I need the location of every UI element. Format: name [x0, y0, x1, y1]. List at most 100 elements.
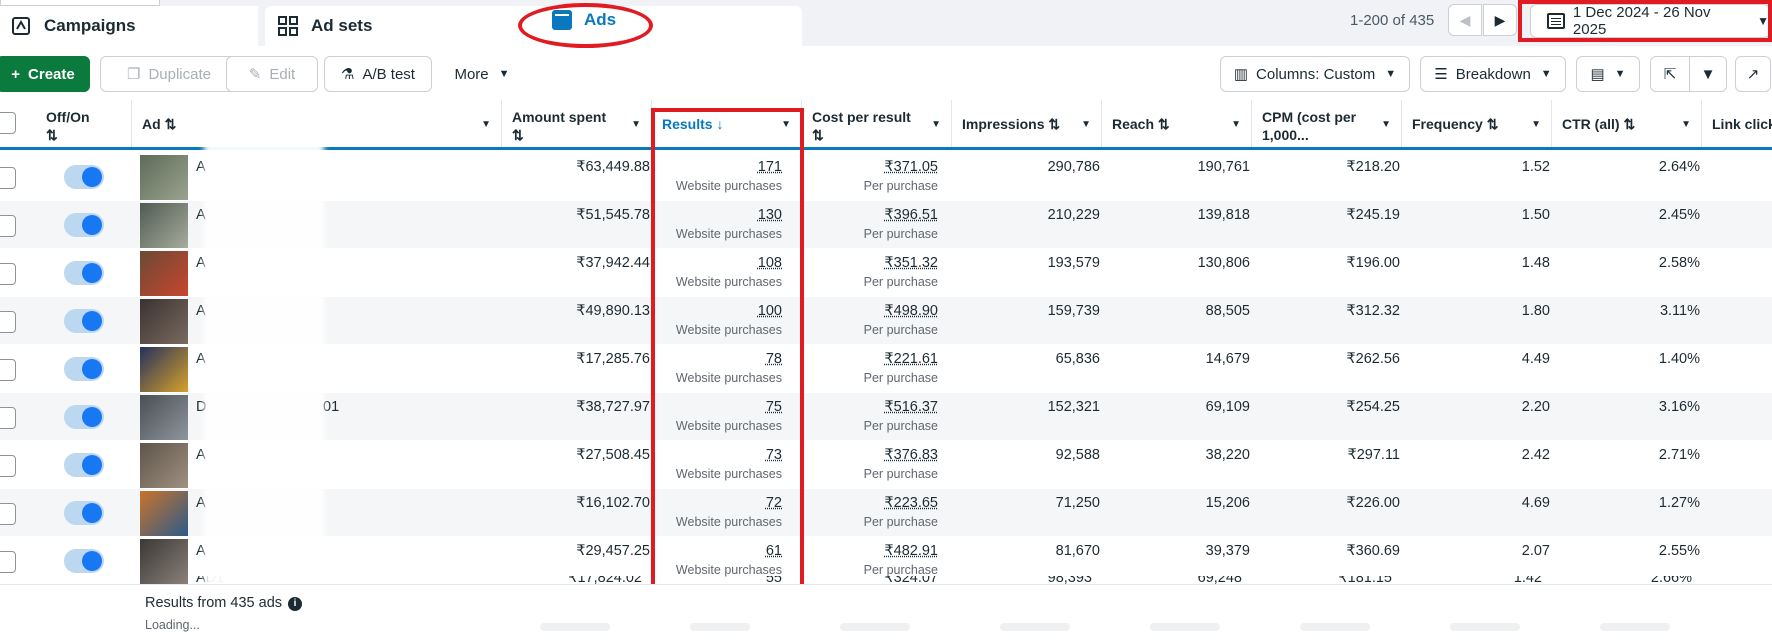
ad-thumbnail[interactable]: [140, 299, 188, 344]
row-checkbox[interactable]: [0, 551, 16, 573]
tab-campaigns[interactable]: Campaigns: [0, 6, 258, 46]
col-cpm-label: CPM (cost per 1,000...: [1262, 109, 1357, 143]
row-checkbox[interactable]: [0, 263, 16, 285]
row-checkbox[interactable]: [0, 407, 16, 429]
cost-per-result-value[interactable]: ₹223.65: [884, 495, 938, 511]
row-checkbox[interactable]: [0, 503, 16, 525]
delivery-toggle[interactable]: [64, 549, 104, 573]
table-row[interactable]: A 171 Website purchases ₹371.05 Per purchase…: [0, 153, 1772, 200]
export-menu-button[interactable]: ▼: [1689, 56, 1727, 92]
delivery-toggle[interactable]: [64, 405, 104, 429]
delivery-toggle[interactable]: [64, 213, 104, 237]
ad-thumbnail[interactable]: [140, 539, 188, 584]
export-button[interactable]: ⇱: [1650, 56, 1690, 92]
ad-thumbnail[interactable]: [140, 155, 188, 200]
prev-page-button[interactable]: ◀: [1448, 4, 1482, 36]
breakdown-button[interactable]: ☰ Breakdown ▼: [1420, 56, 1566, 92]
info-icon[interactable]: i: [288, 597, 303, 611]
delivery-toggle[interactable]: [64, 165, 104, 189]
results-cell: 171 Website purchases: [652, 153, 802, 200]
cost-per-result-value[interactable]: ₹376.83: [884, 447, 938, 463]
date-range-picker[interactable]: 1 Dec 2024 - 26 Nov 2025 ▼: [1530, 4, 1770, 38]
delivery-toggle[interactable]: [64, 309, 104, 333]
delivery-toggle[interactable]: [64, 261, 104, 285]
pagination-range: 1-200 of 435: [1350, 12, 1435, 29]
row-checkbox[interactable]: [0, 455, 16, 477]
cost-per-result-value[interactable]: ₹371.05: [884, 159, 938, 175]
table-row[interactable]: A 78 Website purchases ₹221.61 Per purchase ₹…: [0, 345, 1772, 392]
cost-per-result-value[interactable]: ₹482.91: [884, 543, 938, 559]
select-all-checkbox[interactable]: [0, 112, 16, 134]
results-value[interactable]: 130: [757, 207, 782, 223]
row-checkbox[interactable]: [0, 215, 16, 237]
edit-button[interactable]: ✎ Edit: [226, 56, 318, 92]
next-page-button[interactable]: ▶: [1483, 4, 1517, 36]
results-value[interactable]: 171: [757, 159, 782, 175]
create-button[interactable]: + Create: [0, 56, 90, 92]
ad-thumbnail[interactable]: [140, 203, 188, 248]
results-value[interactable]: 100: [757, 303, 782, 319]
delivery-toggle[interactable]: [64, 501, 104, 525]
reports-button[interactable]: ▤ ▼: [1576, 56, 1640, 92]
duplicate-button[interactable]: ❐ Duplicate: [100, 56, 238, 92]
col-frequency[interactable]: Frequency ⇅ ▼: [1402, 100, 1552, 147]
results-value[interactable]: 73: [765, 447, 782, 463]
columns-button[interactable]: ▥ Columns: Custom ▼: [1220, 56, 1410, 92]
col-impressions[interactable]: Impressions ⇅ ▼: [952, 100, 1102, 147]
table-row[interactable]: A 61 Website purchases ₹482.91 Per purchase ₹…: [0, 537, 1772, 584]
cost-per-result-value[interactable]: ₹351.32: [884, 255, 938, 271]
row-checkbox[interactable]: [0, 167, 16, 189]
cost-per-result-value[interactable]: ₹221.61: [884, 351, 938, 367]
results-value[interactable]: 75: [765, 399, 782, 415]
cost-per-result-value[interactable]: ₹516.37: [884, 399, 938, 415]
ad-thumbnail[interactable]: [140, 347, 188, 392]
col-ad[interactable]: Ad ⇅ ▼: [132, 100, 502, 147]
results-value[interactable]: 72: [765, 495, 782, 511]
cost-per-result-value[interactable]: ₹396.51: [884, 207, 938, 223]
spent-value: ₹38,727.97: [576, 399, 650, 415]
ad-name[interactable]: A: [196, 543, 206, 559]
ad-thumbnail[interactable]: [140, 395, 188, 440]
sort-icon: ⇅: [1048, 116, 1061, 132]
charts-button[interactable]: ↗: [1735, 56, 1771, 92]
delivery-toggle[interactable]: [64, 453, 104, 477]
more-button[interactable]: More ▼: [442, 56, 522, 92]
col-ctr[interactable]: CTR (all) ⇅ ▼: [1552, 100, 1702, 147]
ad-thumbnail[interactable]: [140, 443, 188, 488]
ad-name[interactable]: A: [196, 351, 206, 367]
ad-name[interactable]: A: [196, 495, 206, 511]
results-cell: 108 Website purchases: [652, 249, 802, 296]
col-amount-spent[interactable]: Amount spent ⇅ ▼: [502, 100, 652, 147]
col-reach[interactable]: Reach ⇅ ▼: [1102, 100, 1252, 147]
delivery-toggle[interactable]: [64, 357, 104, 381]
partial-row-reach: 69,248: [1197, 576, 1242, 586]
reach-value: 15,206: [1205, 495, 1250, 511]
results-value[interactable]: 78: [765, 351, 782, 367]
results-value[interactable]: 108: [757, 255, 782, 271]
table-row[interactable]: A 108 Website purchases ₹351.32 Per purchase…: [0, 249, 1772, 296]
frequency-value: 2.42: [1521, 447, 1550, 463]
ad-name[interactable]: D 01: [196, 399, 340, 415]
cost-per-result-value[interactable]: ₹498.90: [884, 303, 938, 319]
row-checkbox[interactable]: [0, 311, 16, 333]
ad-name[interactable]: A: [196, 207, 206, 223]
ab-test-button[interactable]: ⚗ A/B test: [324, 56, 432, 92]
ctr-value: 2.45%: [1658, 207, 1700, 223]
ad-thumbnail[interactable]: [140, 491, 188, 536]
results-value[interactable]: 61: [765, 543, 782, 559]
col-cost-per-result[interactable]: Cost per result ⇅ ▼: [802, 100, 952, 147]
ad-name[interactable]: A: [196, 447, 206, 463]
col-cpm[interactable]: CPM (cost per 1,000... ▼: [1252, 100, 1402, 147]
col-offon[interactable]: Off/On ⇅: [36, 100, 132, 147]
ad-name[interactable]: A: [196, 303, 206, 319]
ad-name[interactable]: A: [196, 159, 206, 175]
row-checkbox[interactable]: [0, 359, 16, 381]
caret-down-icon: ▼: [931, 119, 941, 130]
col-link-clicks[interactable]: Link click: [1702, 100, 1772, 147]
spent-value: ₹29,457.25: [576, 543, 650, 559]
results-cell: 78 Website purchases: [652, 345, 802, 392]
table-row[interactable]: A 73 Website purchases ₹376.83 Per purchase ₹…: [0, 441, 1772, 488]
caret-left-icon: ◀: [1459, 11, 1471, 28]
ad-name[interactable]: A: [196, 255, 206, 271]
ad-thumbnail[interactable]: [140, 251, 188, 296]
